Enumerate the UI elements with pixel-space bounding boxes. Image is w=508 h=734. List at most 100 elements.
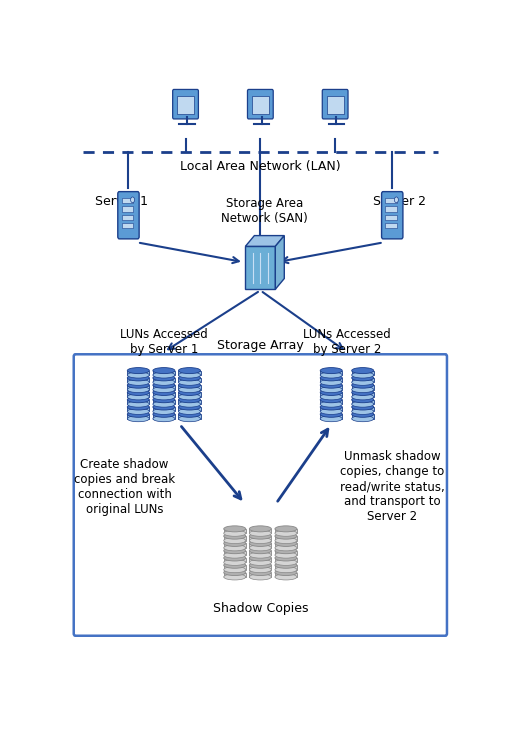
Ellipse shape: [224, 537, 246, 544]
Ellipse shape: [249, 548, 271, 553]
Ellipse shape: [352, 401, 374, 407]
Bar: [128, 407, 149, 412]
Bar: [320, 385, 342, 390]
FancyBboxPatch shape: [173, 90, 199, 119]
Bar: [224, 573, 246, 577]
Ellipse shape: [352, 408, 374, 415]
Ellipse shape: [128, 382, 149, 388]
Ellipse shape: [275, 533, 297, 539]
Ellipse shape: [224, 552, 246, 558]
Bar: [320, 414, 342, 418]
Bar: [128, 414, 149, 418]
Ellipse shape: [275, 530, 297, 537]
Ellipse shape: [128, 408, 149, 415]
Ellipse shape: [249, 526, 271, 532]
FancyBboxPatch shape: [322, 90, 348, 119]
Ellipse shape: [224, 540, 246, 546]
Ellipse shape: [153, 408, 175, 415]
Ellipse shape: [178, 387, 201, 393]
Bar: [224, 558, 246, 562]
Bar: [121, 223, 133, 228]
Ellipse shape: [249, 537, 271, 544]
Ellipse shape: [249, 555, 271, 561]
Bar: [121, 215, 133, 220]
FancyBboxPatch shape: [74, 355, 447, 636]
Ellipse shape: [178, 372, 201, 378]
Bar: [224, 529, 246, 534]
Ellipse shape: [320, 411, 342, 418]
Ellipse shape: [352, 387, 374, 393]
Bar: [153, 378, 175, 382]
Ellipse shape: [320, 375, 342, 381]
Ellipse shape: [224, 548, 246, 553]
Ellipse shape: [178, 382, 201, 388]
Ellipse shape: [224, 555, 246, 561]
Bar: [275, 565, 297, 570]
Ellipse shape: [352, 372, 374, 378]
Ellipse shape: [275, 570, 297, 575]
Ellipse shape: [128, 396, 149, 403]
Ellipse shape: [128, 375, 149, 381]
Bar: [249, 536, 271, 540]
Ellipse shape: [352, 394, 374, 400]
Bar: [128, 371, 149, 375]
Bar: [320, 378, 342, 382]
Ellipse shape: [275, 562, 297, 568]
Ellipse shape: [249, 552, 271, 558]
Ellipse shape: [320, 387, 342, 393]
Ellipse shape: [275, 574, 297, 580]
Bar: [275, 550, 297, 555]
Bar: [352, 414, 374, 418]
Ellipse shape: [249, 562, 271, 568]
Text: LUNs Accessed
by Server 1: LUNs Accessed by Server 1: [120, 328, 208, 357]
Bar: [224, 565, 246, 570]
Ellipse shape: [249, 540, 271, 546]
Bar: [178, 378, 201, 382]
Bar: [327, 96, 343, 114]
Ellipse shape: [153, 372, 175, 378]
Ellipse shape: [178, 375, 201, 381]
Bar: [249, 573, 271, 577]
Ellipse shape: [128, 415, 149, 422]
Ellipse shape: [320, 404, 342, 410]
Ellipse shape: [128, 401, 149, 407]
Ellipse shape: [224, 545, 246, 550]
Ellipse shape: [153, 375, 175, 381]
Ellipse shape: [320, 396, 342, 403]
Ellipse shape: [153, 390, 175, 396]
Ellipse shape: [224, 567, 246, 573]
Bar: [385, 223, 397, 228]
Ellipse shape: [178, 411, 201, 418]
Bar: [224, 543, 246, 548]
Bar: [249, 543, 271, 548]
Ellipse shape: [275, 537, 297, 544]
Bar: [249, 558, 271, 562]
Ellipse shape: [153, 411, 175, 418]
Ellipse shape: [153, 387, 175, 393]
Ellipse shape: [275, 567, 297, 573]
Ellipse shape: [128, 387, 149, 393]
Ellipse shape: [178, 368, 201, 374]
Polygon shape: [245, 247, 275, 289]
Ellipse shape: [275, 526, 297, 532]
Bar: [385, 206, 397, 211]
Ellipse shape: [352, 411, 374, 418]
Bar: [252, 96, 269, 114]
Bar: [320, 400, 342, 404]
Bar: [249, 529, 271, 534]
Ellipse shape: [178, 396, 201, 403]
Bar: [178, 400, 201, 404]
FancyBboxPatch shape: [382, 192, 403, 239]
Text: Local Area Network (LAN): Local Area Network (LAN): [180, 159, 341, 172]
Bar: [153, 400, 175, 404]
Ellipse shape: [153, 404, 175, 410]
Ellipse shape: [249, 545, 271, 550]
Ellipse shape: [352, 390, 374, 396]
FancyBboxPatch shape: [247, 90, 273, 119]
Ellipse shape: [249, 559, 271, 565]
Ellipse shape: [224, 533, 246, 539]
Bar: [385, 198, 397, 203]
Ellipse shape: [320, 372, 342, 378]
Bar: [128, 385, 149, 390]
Bar: [178, 393, 201, 397]
